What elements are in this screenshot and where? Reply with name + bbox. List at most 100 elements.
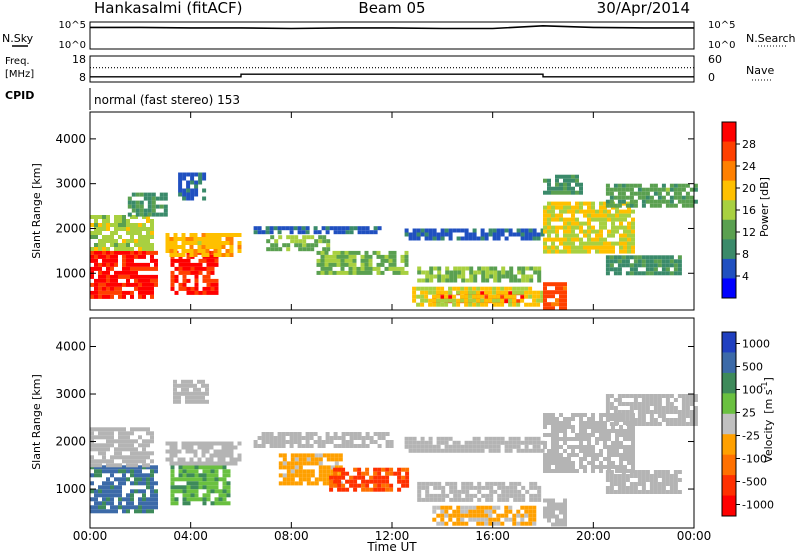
velocity-cell — [591, 465, 595, 469]
velocity-cell — [453, 497, 458, 502]
power-cell — [525, 278, 530, 283]
power-cell — [627, 209, 631, 214]
power-cell — [543, 237, 547, 242]
velocity-cell — [555, 506, 559, 511]
velocity-cell — [637, 414, 642, 418]
velocity-cell — [214, 481, 219, 486]
velocity-cell — [181, 383, 185, 388]
power-cell — [122, 258, 126, 263]
power-cell — [452, 298, 457, 303]
velocity-cell — [571, 453, 575, 457]
power-cell — [496, 302, 501, 307]
velocity-cell — [492, 505, 497, 510]
velocity-cell — [138, 455, 142, 460]
power-cell — [520, 298, 525, 303]
power-cell — [400, 266, 405, 271]
power-cell — [106, 282, 110, 287]
velocity-cell — [432, 509, 437, 514]
velocity-cell — [94, 459, 98, 464]
velocity-cell — [501, 489, 506, 494]
velocity-cell — [464, 448, 469, 453]
power-cell — [563, 182, 567, 187]
velocity-cell — [645, 398, 650, 402]
power-cell — [468, 290, 473, 295]
power-cell — [681, 195, 686, 200]
power-cell — [603, 209, 607, 214]
power-blob-17 — [605, 255, 682, 276]
velocity-cell — [665, 394, 670, 398]
velocity-cell — [551, 453, 555, 457]
power-cell — [621, 195, 626, 200]
power-cell — [516, 290, 521, 295]
power-cell — [110, 262, 114, 267]
velocity-cell — [524, 521, 529, 526]
power-cell — [122, 219, 126, 223]
velocity-cell — [649, 486, 654, 490]
velocity-cell — [321, 440, 326, 444]
power-cell — [512, 298, 517, 303]
power-cell — [437, 270, 442, 275]
velocity-cell — [469, 481, 474, 486]
power-cell — [536, 236, 541, 241]
velocity-cell — [501, 493, 506, 498]
power-cell — [424, 294, 429, 299]
velocity-cell — [448, 513, 453, 518]
power-cell — [547, 217, 551, 222]
power-cell — [151, 212, 156, 217]
velocity-cell — [587, 425, 591, 429]
power-cell — [182, 286, 187, 291]
velocity-cell — [481, 493, 486, 498]
velocity-cell — [381, 483, 386, 488]
velocity-cell — [106, 427, 110, 432]
velocity-cell — [106, 493, 110, 498]
velocity-cell — [361, 436, 366, 440]
power-cell — [621, 199, 626, 204]
velocity-cell — [579, 437, 583, 441]
velocity-cell — [102, 427, 106, 432]
power-cell — [110, 282, 114, 287]
velocity-cell — [441, 493, 446, 498]
velocity-cell — [476, 509, 481, 514]
power-cell — [90, 290, 94, 295]
power-cell — [605, 183, 610, 188]
velocity-cell — [645, 422, 650, 426]
velocity-cell — [214, 497, 219, 502]
power-cell — [492, 236, 497, 241]
velocity-cell — [677, 490, 682, 494]
velocity-cell — [591, 429, 595, 433]
power-cell — [388, 250, 393, 255]
power-cell — [420, 302, 425, 307]
power-cell — [637, 187, 642, 192]
power-cell — [603, 205, 607, 210]
velocity-cell — [222, 501, 227, 506]
velocity-cell — [571, 425, 575, 429]
power-cell — [306, 243, 311, 248]
velocity-cell — [226, 473, 231, 478]
velocity-cell — [222, 481, 227, 486]
power-cell — [484, 232, 489, 237]
velocity-cell — [329, 440, 334, 444]
power-cell — [645, 191, 650, 196]
power-cell — [563, 209, 567, 214]
power-cell — [637, 183, 642, 188]
power-cell — [173, 241, 178, 245]
power-cell — [147, 192, 152, 197]
velocity-cell — [173, 395, 177, 400]
velocity-cell — [429, 481, 434, 486]
velocity-colorbar-segment — [722, 454, 736, 476]
velocity-cell — [615, 441, 619, 445]
power-cell — [340, 270, 345, 275]
velocity-cell — [513, 485, 518, 490]
power-cell — [613, 267, 618, 272]
power-cell — [555, 237, 559, 242]
power-cell — [209, 233, 214, 237]
power-cell — [98, 254, 102, 259]
power-blob-12 — [412, 286, 545, 307]
power-cell — [348, 270, 353, 275]
power-cell — [206, 258, 211, 263]
velocity-cell — [289, 432, 294, 436]
power-cell — [190, 188, 195, 193]
power-cell — [559, 213, 563, 218]
velocity-cell — [182, 465, 187, 470]
velocity-cell — [385, 432, 390, 436]
